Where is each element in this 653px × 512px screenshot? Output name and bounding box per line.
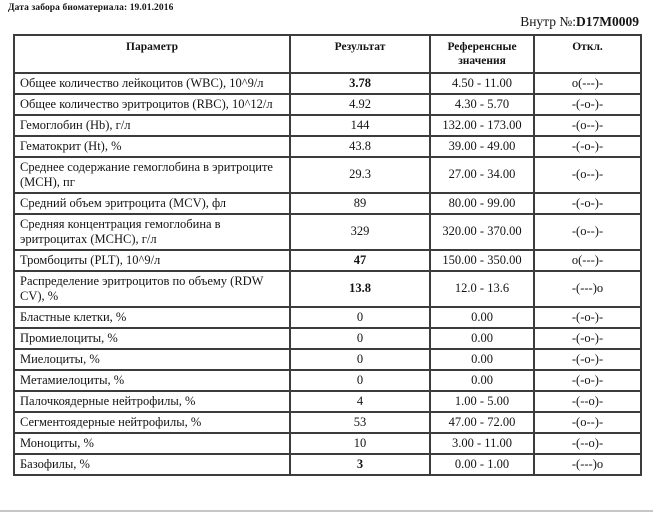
table-row: Сегментоядерные нейтрофилы, % 53 47.00 -… <box>13 410 642 434</box>
parameter-cell: Бластные клетки, % <box>13 305 291 329</box>
table-row: Гематокрит (Ht), % 43.8 39.00 - 49.00 -(… <box>13 134 642 158</box>
result-cell: 4 <box>289 389 431 413</box>
reference-cell: 150.00 - 350.00 <box>429 248 535 272</box>
result-cell: 47 <box>289 248 431 272</box>
deviation-cell: -(-o-)- <box>533 368 642 392</box>
reference-cell: 0.00 <box>429 368 535 392</box>
parameter-cell: Тромбоциты (PLT), 10^9/л <box>13 248 291 272</box>
parameter-cell: Распределение эритроцитов по объему (RDW… <box>13 269 291 308</box>
col-header-parameter: Параметр <box>13 34 291 74</box>
deviation-cell: -(o--)- <box>533 155 642 194</box>
reference-cell: 0.00 <box>429 326 535 350</box>
reference-cell: 27.00 - 34.00 <box>429 155 535 194</box>
result-cell: 4.92 <box>289 92 431 116</box>
reference-cell: 0.00 - 1.00 <box>429 452 535 476</box>
reference-cell: 4.50 - 11.00 <box>429 71 535 95</box>
reference-cell: 0.00 <box>429 305 535 329</box>
result-cell: 329 <box>289 212 431 251</box>
deviation-cell: -(-o-)- <box>533 134 642 158</box>
results-table: Параметр Результат Референсные значения … <box>13 34 642 476</box>
table-row: Базофилы, % 3 0.00 - 1.00 -(---)o <box>13 452 642 476</box>
result-cell: 0 <box>289 347 431 371</box>
parameter-cell: Гемоглобин (Hb), г/л <box>13 113 291 137</box>
result-cell: 3 <box>289 452 431 476</box>
deviation-cell: o(---)- <box>533 248 642 272</box>
reference-cell: 39.00 - 49.00 <box>429 134 535 158</box>
parameter-cell: Гематокрит (Ht), % <box>13 134 291 158</box>
deviation-cell: -(-o-)- <box>533 305 642 329</box>
reference-cell: 80.00 - 99.00 <box>429 191 535 215</box>
table-row: Гемоглобин (Hb), г/л 144 132.00 - 173.00… <box>13 113 642 137</box>
deviation-cell: -(---)o <box>533 452 642 476</box>
col-header-deviation: Откл. <box>533 34 642 74</box>
reference-cell: 320.00 - 370.00 <box>429 212 535 251</box>
deviation-cell: -(-o-)- <box>533 326 642 350</box>
reference-cell: 3.00 - 11.00 <box>429 431 535 455</box>
result-cell: 0 <box>289 326 431 350</box>
parameter-cell: Метамиелоциты, % <box>13 368 291 392</box>
deviation-cell: o(---)- <box>533 71 642 95</box>
table-row: Палочкоядерные нейтрофилы, % 4 1.00 - 5.… <box>13 389 642 413</box>
reference-cell: 0.00 <box>429 347 535 371</box>
deviation-cell: -(o--)- <box>533 113 642 137</box>
table-row: Метамиелоциты, % 0 0.00 -(-o-)- <box>13 368 642 392</box>
deviation-cell: -(o--)- <box>533 410 642 434</box>
reference-cell: 1.00 - 5.00 <box>429 389 535 413</box>
result-cell: 3.78 <box>289 71 431 95</box>
col-header-reference: Референсные значения <box>429 34 535 74</box>
col-header-result: Результат <box>289 34 431 74</box>
deviation-cell: -(-o-)- <box>533 92 642 116</box>
table-row: Миелоциты, % 0 0.00 -(-o-)- <box>13 347 642 371</box>
result-cell: 89 <box>289 191 431 215</box>
table-row: Бластные клетки, % 0 0.00 -(-o-)- <box>13 305 642 329</box>
parameter-cell: Средняя концентрация гемоглобина в эритр… <box>13 212 291 251</box>
internal-number: Внутр №:D17M0009 <box>0 14 653 30</box>
table-row: Общее количество эритроцитов (RBC), 10^1… <box>13 92 642 116</box>
reference-cell: 4.30 - 5.70 <box>429 92 535 116</box>
parameter-cell: Миелоциты, % <box>13 347 291 371</box>
result-cell: 0 <box>289 305 431 329</box>
result-cell: 29.3 <box>289 155 431 194</box>
parameter-cell: Промиелоциты, % <box>13 326 291 350</box>
table-row: Среднее содержание гемоглобина в эритроц… <box>13 155 642 194</box>
result-cell: 53 <box>289 410 431 434</box>
parameter-cell: Моноциты, % <box>13 431 291 455</box>
internal-number-value: D17M0009 <box>576 14 639 29</box>
table-row: Общее количество лейкоцитов (WBC), 10^9/… <box>13 71 642 95</box>
page-bottom-edge <box>0 510 653 512</box>
deviation-cell: -(---)o <box>533 269 642 308</box>
deviation-cell: -(--o)- <box>533 431 642 455</box>
parameter-cell: Среднее содержание гемоглобина в эритроц… <box>13 155 291 194</box>
result-cell: 0 <box>289 368 431 392</box>
parameter-cell: Средний объем эритроцита (MCV), фл <box>13 191 291 215</box>
deviation-cell: -(--o)- <box>533 389 642 413</box>
deviation-cell: -(-o-)- <box>533 191 642 215</box>
table-row: Средняя концентрация гемоглобина в эритр… <box>13 212 642 251</box>
table-header-row: Параметр Результат Референсные значения … <box>13 34 642 74</box>
result-cell: 43.8 <box>289 134 431 158</box>
table-row: Моноциты, % 10 3.00 - 11.00 -(--o)- <box>13 431 642 455</box>
result-cell: 10 <box>289 431 431 455</box>
parameter-cell: Базофилы, % <box>13 452 291 476</box>
internal-number-label: Внутр №: <box>520 14 576 29</box>
parameter-cell: Общее количество эритроцитов (RBC), 10^1… <box>13 92 291 116</box>
reference-cell: 132.00 - 173.00 <box>429 113 535 137</box>
result-cell: 144 <box>289 113 431 137</box>
reference-cell: 47.00 - 72.00 <box>429 410 535 434</box>
parameter-cell: Сегментоядерные нейтрофилы, % <box>13 410 291 434</box>
biomaterial-date-line: Дата забора биоматериала: 19.01.2016 <box>8 3 174 13</box>
table-row: Распределение эритроцитов по объему (RDW… <box>13 269 642 308</box>
deviation-cell: -(-o-)- <box>533 347 642 371</box>
result-cell: 13.8 <box>289 269 431 308</box>
table-row: Средний объем эритроцита (MCV), фл 89 80… <box>13 191 642 215</box>
deviation-cell: -(o--)- <box>533 212 642 251</box>
table-row: Тромбоциты (PLT), 10^9/л 47 150.00 - 350… <box>13 248 642 272</box>
parameter-cell: Общее количество лейкоцитов (WBC), 10^9/… <box>13 71 291 95</box>
reference-cell: 12.0 - 13.6 <box>429 269 535 308</box>
parameter-cell: Палочкоядерные нейтрофилы, % <box>13 389 291 413</box>
table-row: Промиелоциты, % 0 0.00 -(-o-)- <box>13 326 642 350</box>
